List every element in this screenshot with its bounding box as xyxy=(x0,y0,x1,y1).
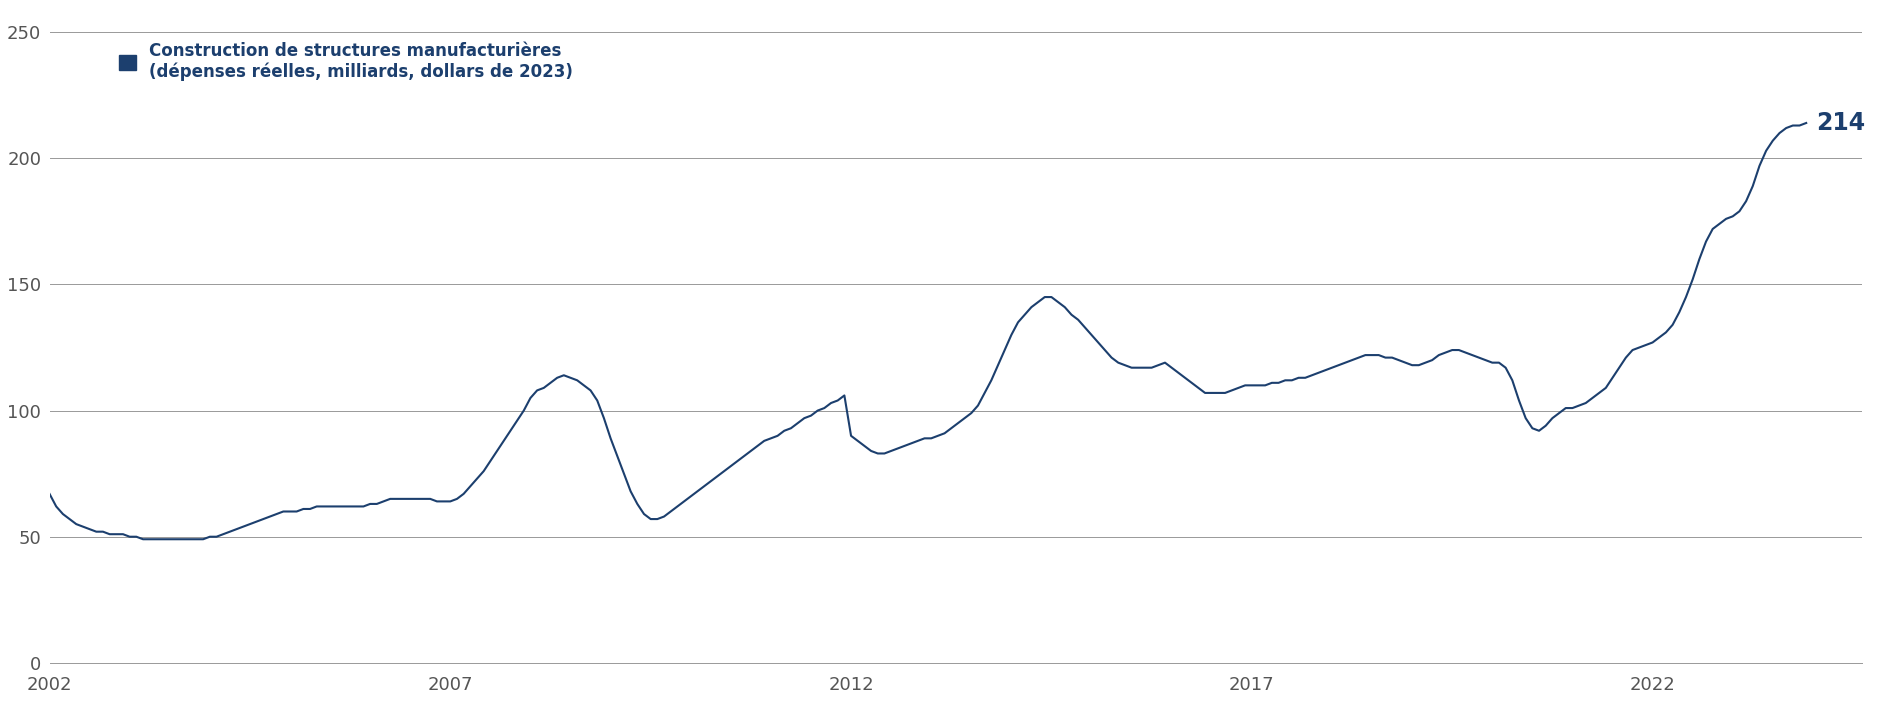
Text: 214: 214 xyxy=(1814,111,1863,135)
Legend: Construction de structures manufacturières
(dépenses réelles, milliards, dollars: Construction de structures manufacturièr… xyxy=(113,35,579,88)
